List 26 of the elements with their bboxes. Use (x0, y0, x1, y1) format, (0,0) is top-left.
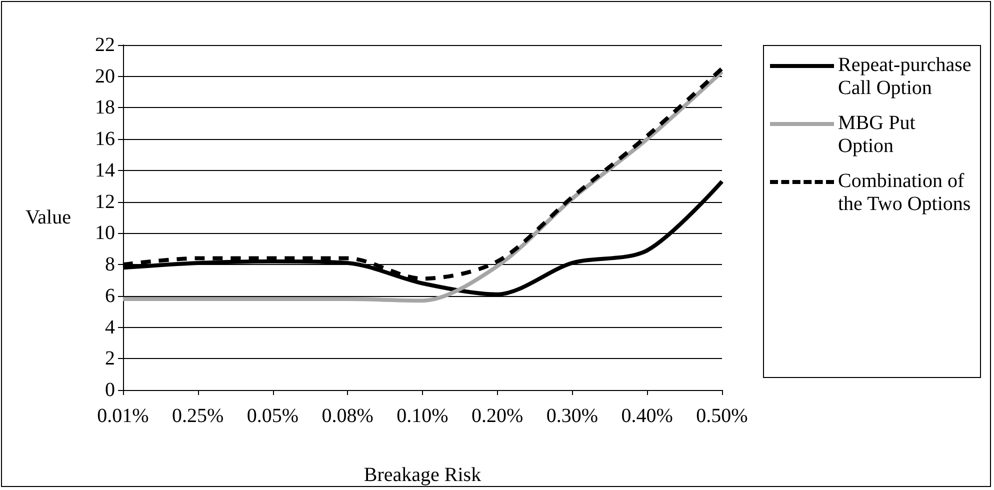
x-tick-label: 0.20% (472, 405, 524, 427)
x-tick-label: 0.30% (546, 405, 598, 427)
y-tick-label: 6 (105, 284, 115, 307)
x-tick-label: 0.10% (396, 405, 448, 427)
legend-label: Repeat-purchase Call Option (838, 54, 972, 100)
x-tick-label: 0.08% (322, 405, 374, 427)
x-axis-title: Breakage Risk (364, 464, 482, 486)
x-tick-label: 0.01% (97, 405, 149, 427)
y-tick-label: 20 (95, 65, 115, 88)
y-tick-label: 22 (95, 34, 115, 56)
x-tick-label: 0.25% (172, 405, 224, 427)
legend-label: Combination of the Two Options (838, 170, 972, 216)
y-tick-label: 0 (105, 379, 115, 401)
y-tick-label: 16 (95, 128, 115, 150)
y-tick-label: 4 (105, 316, 115, 338)
y-tick-label: 10 (95, 222, 115, 244)
y-tick-label: 8 (105, 254, 115, 276)
legend-label: MBG Put Option (838, 112, 916, 158)
y-tick-label: 12 (95, 190, 115, 213)
y-tick-label: 2 (105, 348, 115, 370)
x-tick-label: 0.40% (621, 405, 673, 427)
y-tick-label: 18 (95, 96, 115, 119)
y-axis-title: Value (25, 206, 72, 228)
y-tick-label: 14 (95, 159, 115, 182)
x-tick-label: 0.50% (696, 405, 748, 427)
x-tick-label: 0.05% (246, 405, 299, 427)
